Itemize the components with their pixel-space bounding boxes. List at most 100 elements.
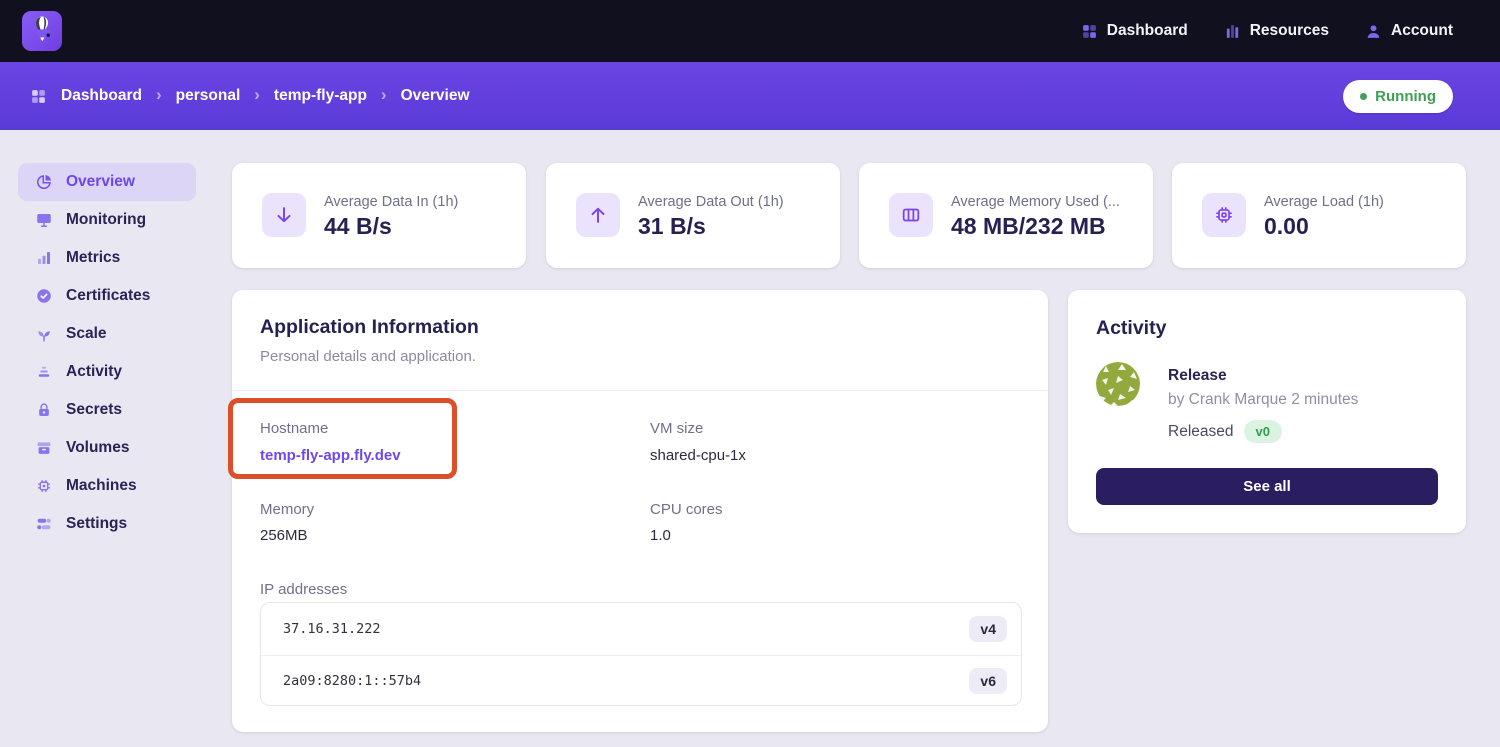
app-info-title: Application Information [260,316,479,338]
memory-value: 256MB [260,527,308,544]
sidebar: Overview Monitoring Metrics Certificates… [18,163,196,543]
activity-card: Activity [1068,290,1466,533]
version-badge: v0 [1243,420,1282,443]
cpu-cores-value: 1.0 [650,527,671,544]
stat-card-memory: Average Memory Used (... 48 MB/232 MB [859,163,1153,268]
ip-row-v4: 37.16.31.222 v4 [261,603,1021,655]
badge-check-icon [35,287,53,305]
app-info-subtitle: Personal details and application. [260,348,476,365]
plant-icon [35,325,53,343]
lock-icon [35,401,53,419]
sidebar-item-label: Scale [66,325,107,342]
chevron-right-icon: › [155,85,162,104]
sidebar-item-label: Volumes [66,439,130,456]
sidebar-item-label: Monitoring [66,211,147,228]
archive-icon [35,439,53,457]
ip-version-badge: v6 [969,667,1007,694]
toggles-icon [35,515,53,533]
vm-size-label: VM size [650,420,704,437]
see-all-button[interactable]: See all [1096,468,1438,505]
sidebar-item-activity[interactable]: Activity [18,353,196,391]
stat-label: Average Memory Used (... [951,194,1120,210]
divider [232,390,1048,391]
status-label: Running [1375,87,1436,105]
pie-chart-icon [35,173,53,191]
breadcrumb: Dashboard › personal › temp-fly-app › Ov… [30,85,470,105]
sidebar-item-volumes[interactable]: Volumes [18,429,196,467]
sidebar-item-label: Activity [66,363,122,380]
nav-dashboard-label: Dashboard [1106,22,1188,39]
ip-address: 37.16.31.222 [283,620,381,637]
stat-card-data-in: Average Data In (1h) 44 B/s [232,163,526,268]
sidebar-item-label: Settings [66,515,128,532]
green-identicon-avatar [1096,362,1140,406]
stat-card-data-out: Average Data Out (1h) 31 B/s [546,163,840,268]
hostname-label: Hostname [260,420,329,437]
memory-icon [889,193,933,237]
stat-card-load: Average Load (1h) 0.00 [1172,163,1466,268]
chevron-right-icon: › [380,85,387,104]
arrow-down-icon [262,193,306,237]
activity-event-byline: by Crank Marque 2 minutes [1168,391,1359,408]
chip-icon [35,477,53,495]
cpu-cores-label: CPU cores [650,501,723,518]
activity-title: Activity [1096,317,1167,339]
sidebar-item-label: Secrets [66,401,123,418]
stat-value: 48 MB/232 MB [951,213,1106,239]
nav-account[interactable]: Account [1365,22,1453,40]
ip-version-badge: v4 [969,615,1007,642]
sidebar-item-monitoring[interactable]: Monitoring [18,201,196,239]
stat-value: 31 B/s [638,213,706,239]
cpu-icon [1202,193,1246,237]
nav-resources[interactable]: Resources [1224,22,1329,40]
top-nav-links: Dashboard Resources Account [1081,22,1453,40]
arrow-up-icon [576,193,620,237]
sidebar-item-label: Machines [66,477,137,494]
activity-event-type: Release [1168,367,1227,384]
ip-row-v6: 2a09:8280:1::57b4 v6 [261,654,1021,707]
ip-addresses-label: IP addresses [260,581,348,598]
sidebar-item-metrics[interactable]: Metrics [18,239,196,277]
ip-addresses-box: 37.16.31.222 v4 2a09:8280:1::57b4 v6 [260,602,1022,706]
sidebar-item-machines[interactable]: Machines [18,467,196,505]
status-dot-icon [1360,92,1368,100]
grid-icon [1081,23,1098,40]
breadcrumb-app[interactable]: temp-fly-app [273,87,367,104]
stat-label: Average Data Out (1h) [638,194,784,210]
released-label: Released [1168,422,1234,440]
stat-value: 44 B/s [324,213,392,239]
sidebar-item-overview[interactable]: Overview [18,163,196,201]
sidebar-item-certificates[interactable]: Certificates [18,277,196,315]
application-information-card: Application Information Personal details… [232,290,1048,732]
nav-resources-label: Resources [1249,22,1329,39]
breadcrumb-personal[interactable]: personal [175,87,241,104]
grid-icon [30,88,47,105]
hostname-link[interactable]: temp-fly-app.fly.dev [260,447,401,464]
ip-address: 2a09:8280:1::57b4 [283,672,422,689]
memory-label: Memory [260,501,315,518]
nav-dashboard[interactable]: Dashboard [1081,22,1188,40]
activity-event-release: Released v0 [1168,420,1282,443]
breadcrumb-dashboard[interactable]: Dashboard [61,87,142,104]
breadcrumb-overview[interactable]: Overview [400,87,470,104]
bar-chart-icon [1224,23,1241,40]
sidebar-item-settings[interactable]: Settings [18,505,196,543]
monitor-icon [35,211,53,229]
breadcrumb-bar: Dashboard › personal › temp-fly-app › Ov… [0,62,1500,130]
sidebar-item-secrets[interactable]: Secrets [18,391,196,429]
top-nav: Dashboard Resources Account [0,0,1500,62]
stat-label: Average Load (1h) [1264,194,1384,210]
sidebar-item-label: Certificates [66,287,151,304]
stat-label: Average Data In (1h) [324,194,459,210]
fly-balloon-logo[interactable] [22,11,62,51]
sidebar-item-scale[interactable]: Scale [18,315,196,353]
chevron-right-icon: › [254,85,260,104]
stack-icon [35,363,53,381]
stat-value: 0.00 [1264,213,1309,239]
bar-chart-icon [35,249,53,267]
vm-size-value: shared-cpu-1x [650,447,746,464]
sidebar-item-label: Metrics [66,249,121,266]
person-icon [1365,23,1382,40]
nav-account-label: Account [1391,22,1453,39]
